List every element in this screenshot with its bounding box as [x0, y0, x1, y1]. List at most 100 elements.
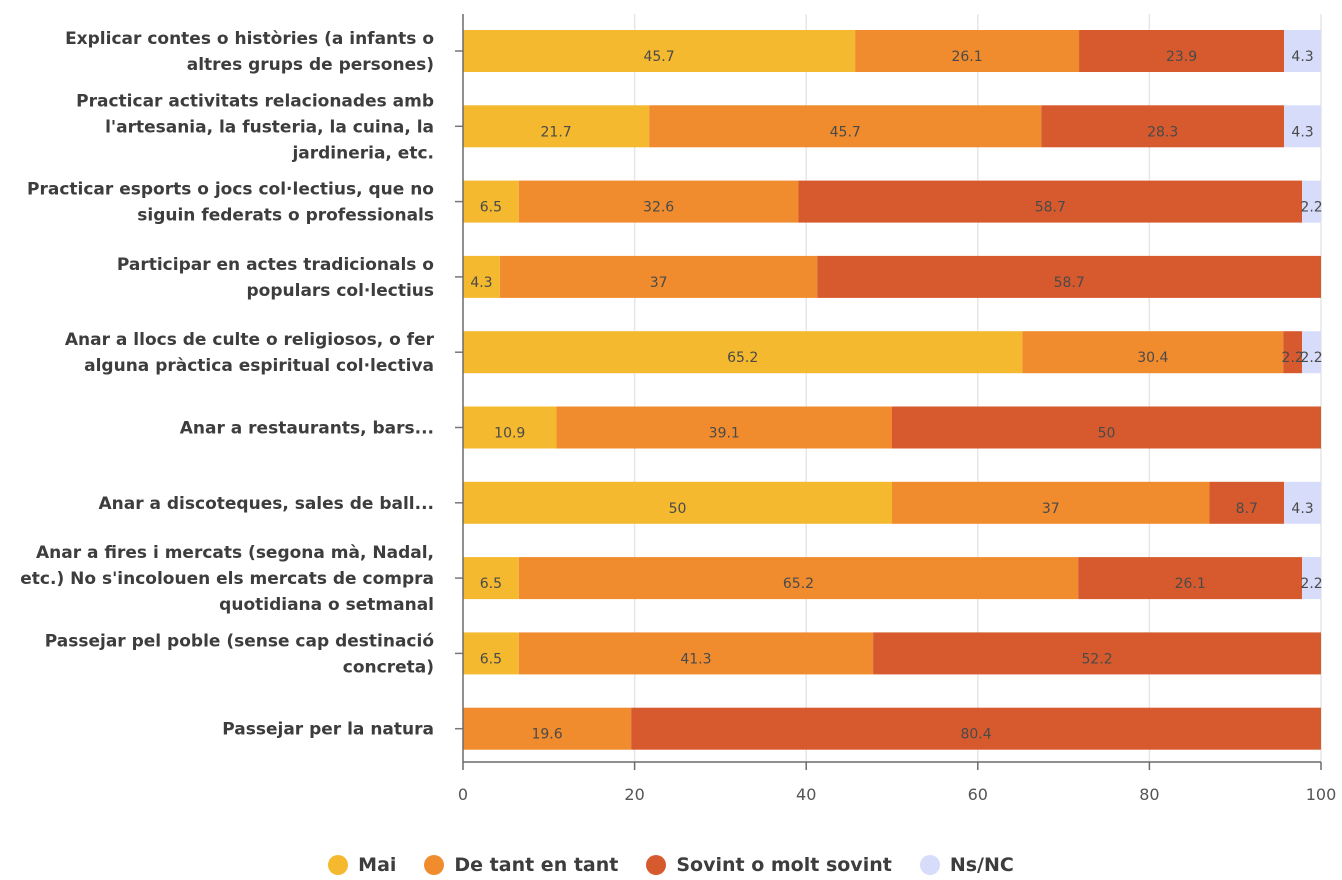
category-label: Anar a restaurants, bars...	[180, 419, 434, 439]
category-label: Anar a fires i mercats (segona mà, Nadal…	[36, 543, 434, 563]
data-label: 39.1	[709, 426, 740, 442]
legend: Mai De tant en tant Sovint o molt sovint Ns…	[0, 850, 1342, 880]
data-label: 58.7	[1054, 275, 1085, 291]
bar-segment	[1302, 180, 1321, 223]
x-tick-label: 80	[1139, 785, 1159, 804]
category-label: etc.) No s'incolouen els mercats de comp…	[20, 569, 434, 589]
bar-segment	[1302, 331, 1321, 374]
legend-item[interactable]: Sovint o molt sovint	[646, 854, 892, 876]
category-label: Anar a llocs de culte o religiosos, o fe…	[65, 330, 435, 350]
category-label: Practicar activitats relacionades amb	[76, 91, 434, 111]
category-label: Explicar contes o històries (a infants o	[65, 29, 434, 49]
data-label: 4.3	[1291, 124, 1313, 140]
category-label: altres grups de persones)	[187, 55, 434, 75]
stacked-bar-chart: 45.7 26.1 23.9 4.3 Explicar contes o històri…	[20, 14, 1337, 804]
data-label: 30.4	[1137, 350, 1168, 366]
legend-item[interactable]: Mai	[328, 854, 396, 876]
x-tick-label: 0	[458, 785, 468, 804]
legend-item[interactable]: Ns/NC	[919, 854, 1014, 876]
data-label: 26.1	[951, 49, 982, 65]
x-tick-label: 40	[796, 785, 816, 804]
data-label: 6.5	[480, 200, 502, 216]
data-label: 2.2	[1300, 350, 1322, 366]
bar-segment	[1041, 105, 1285, 148]
bar-segment	[463, 557, 519, 600]
data-label: 50	[669, 501, 687, 517]
category-label: populars col·lectius	[247, 281, 435, 301]
bar-segment	[556, 406, 892, 449]
category-label: Anar a discoteques, sales de ball...	[98, 494, 434, 514]
bar-segment	[463, 331, 1023, 374]
data-label: 6.5	[480, 576, 502, 592]
bar-segment	[892, 406, 1321, 449]
data-label: 32.6	[643, 200, 674, 216]
bar-segment	[855, 30, 1080, 72]
data-label: 10.9	[494, 426, 525, 442]
data-label: 6.5	[480, 651, 502, 667]
bar-segment	[1283, 331, 1303, 374]
data-label: 8.7	[1236, 501, 1258, 517]
data-label: 80.4	[960, 727, 991, 743]
category-label: Practicar esports o jocs col·lectius, qu…	[27, 180, 434, 200]
bar-segment	[1078, 557, 1303, 600]
data-label: 28.3	[1147, 124, 1178, 140]
bar-segment	[463, 707, 632, 750]
bar-segment	[798, 180, 1303, 223]
category-label: concreta)	[343, 657, 434, 677]
bar-segment	[631, 707, 1321, 750]
bar-segment	[1284, 105, 1321, 148]
legend-label: Mai	[358, 854, 397, 876]
data-label: 50	[1098, 426, 1116, 442]
legend-marker	[919, 855, 940, 875]
data-label: 37	[1042, 501, 1060, 517]
bar-segment	[463, 105, 650, 148]
data-label: 65.2	[727, 350, 758, 366]
legend-marker	[646, 855, 667, 875]
bar-segment	[649, 105, 1042, 148]
bar-segment	[499, 255, 818, 298]
data-label: 4.3	[1291, 501, 1313, 517]
bar-segment	[892, 481, 1210, 524]
x-tick-label: 20	[624, 785, 644, 804]
category-label: jardineria, etc.	[291, 143, 434, 163]
bar-segment	[1079, 30, 1285, 72]
bar-segment	[518, 632, 874, 675]
x-tick-label: 60	[968, 785, 988, 804]
bar-segment	[1284, 481, 1321, 524]
data-label: 2.2	[1282, 350, 1304, 366]
bar-segment	[463, 30, 856, 72]
category-label: Passejar pel poble (sense cap destinació	[45, 631, 434, 651]
bar-segment	[518, 557, 1079, 600]
category-label: l'artesania, la fusteria, la cuina, la	[105, 117, 434, 137]
bar-segment	[463, 255, 500, 298]
legend-label: Sovint o molt sovint	[676, 854, 892, 876]
data-label: 21.7	[541, 124, 572, 140]
data-label: 58.7	[1035, 200, 1066, 216]
bar-segment	[463, 180, 519, 223]
category-label: Passejar per la natura	[222, 720, 434, 740]
bar-segment	[463, 632, 519, 675]
legend-marker	[328, 855, 349, 875]
category-label: alguna pràctica espiritual col·lectiva	[84, 356, 434, 376]
data-label: 41.3	[680, 651, 711, 667]
legend-marker	[424, 855, 445, 875]
x-tick-label: 100	[1306, 785, 1337, 804]
data-label: 2.2	[1300, 576, 1322, 592]
bar-segment	[463, 406, 557, 449]
bar-segment	[1302, 557, 1321, 600]
category-label: quotidiana o setmanal	[219, 595, 434, 615]
data-label: 19.6	[531, 727, 562, 743]
bar-segment	[1022, 331, 1284, 374]
category-label: Participar en actes tradicionals o	[117, 255, 434, 275]
legend-item[interactable]: De tant en tant	[424, 854, 618, 876]
bar-segment	[1209, 481, 1285, 524]
category-label: siguin federats o professionals	[137, 206, 434, 226]
legend-label: Ns/NC	[949, 854, 1014, 876]
data-label: 23.9	[1166, 49, 1197, 65]
bar-segment	[873, 632, 1321, 675]
data-label: 52.2	[1081, 651, 1112, 667]
bar-segment	[1284, 30, 1321, 72]
bar-segment	[817, 255, 1321, 298]
data-label: 45.7	[830, 124, 861, 140]
